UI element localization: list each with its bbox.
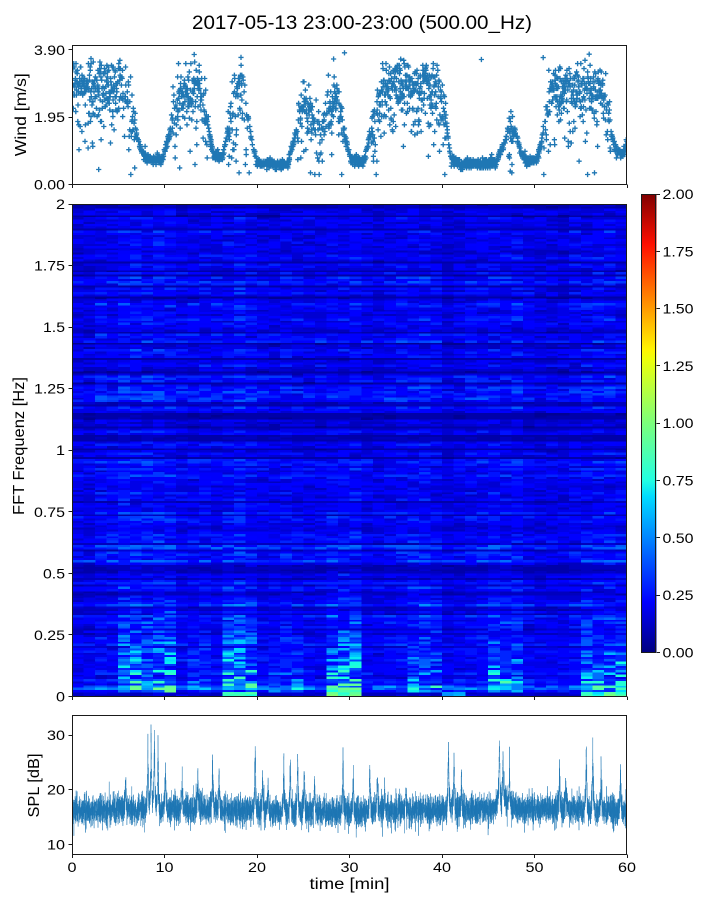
svg-text:2: 2 bbox=[56, 196, 65, 212]
svg-text:3.90: 3.90 bbox=[34, 42, 65, 58]
svg-text:1.25: 1.25 bbox=[34, 381, 65, 397]
svg-text:0.75: 0.75 bbox=[663, 473, 694, 489]
svg-text:0: 0 bbox=[56, 689, 65, 705]
svg-text:0.50: 0.50 bbox=[663, 530, 694, 546]
svg-text:FFT Frequenz [Hz]: FFT Frequenz [Hz] bbox=[11, 377, 28, 515]
svg-text:10: 10 bbox=[156, 859, 174, 875]
svg-text:20: 20 bbox=[47, 782, 65, 798]
svg-text:SPL [dB]: SPL [dB] bbox=[26, 754, 43, 818]
svg-text:1.5: 1.5 bbox=[43, 319, 65, 335]
svg-text:0.5: 0.5 bbox=[43, 565, 65, 581]
svg-text:30: 30 bbox=[341, 859, 359, 875]
svg-text:2.00: 2.00 bbox=[663, 186, 694, 202]
svg-text:1: 1 bbox=[56, 442, 65, 458]
svg-text:1.25: 1.25 bbox=[663, 358, 694, 374]
svg-text:40: 40 bbox=[433, 859, 451, 875]
svg-text:1.00: 1.00 bbox=[663, 415, 694, 431]
svg-text:0: 0 bbox=[68, 859, 77, 875]
svg-text:Wind [m/s]: Wind [m/s] bbox=[13, 73, 30, 156]
svg-text:0.75: 0.75 bbox=[34, 504, 65, 520]
svg-text:0.25: 0.25 bbox=[34, 627, 65, 643]
svg-text:0.00: 0.00 bbox=[34, 176, 65, 192]
svg-text:1.50: 1.50 bbox=[663, 301, 694, 317]
svg-text:60: 60 bbox=[618, 859, 636, 875]
svg-text:20: 20 bbox=[248, 859, 266, 875]
svg-text:1.95: 1.95 bbox=[34, 109, 65, 125]
svg-text:0.00: 0.00 bbox=[663, 644, 694, 660]
svg-text:1.75: 1.75 bbox=[663, 243, 694, 259]
svg-text:1.75: 1.75 bbox=[34, 258, 65, 274]
svg-text:time [min]: time [min] bbox=[310, 876, 390, 893]
svg-text:50: 50 bbox=[526, 859, 544, 875]
svg-text:0.25: 0.25 bbox=[663, 587, 694, 603]
svg-text:10: 10 bbox=[47, 836, 65, 852]
svg-text:30: 30 bbox=[47, 727, 65, 743]
svg-text:2017-05-13 23:00-23:00 (500.00: 2017-05-13 23:00-23:00 (500.00_Hz) bbox=[192, 13, 532, 34]
